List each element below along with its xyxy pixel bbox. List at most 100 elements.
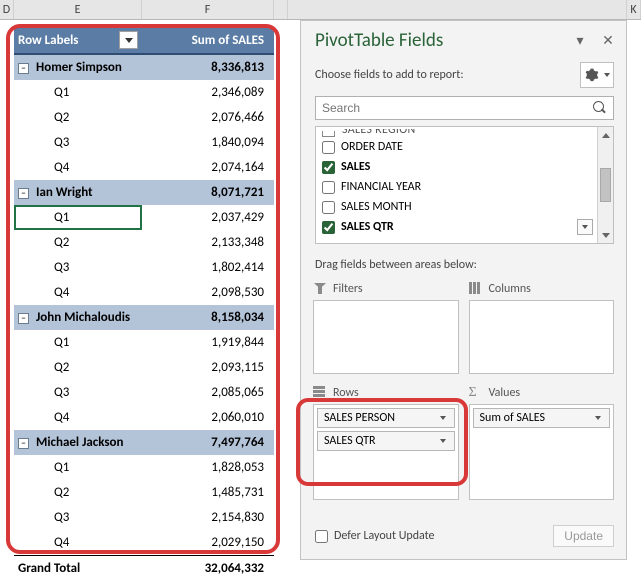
drag-instruction: Drag fields between areas below: xyxy=(301,244,626,278)
pill-dropdown-icon[interactable] xyxy=(436,434,450,448)
row-labels-header[interactable]: Row Labels xyxy=(14,28,142,54)
col-D[interactable]: D xyxy=(0,0,14,19)
field-item[interactable]: ORDER DATE xyxy=(316,137,597,157)
leaf-label[interactable]: Q3 xyxy=(14,505,142,530)
pill-label: Sum of SALES xyxy=(480,411,546,425)
leaf-label[interactable]: Q4 xyxy=(14,405,142,430)
group-total[interactable]: 7,497,764 xyxy=(142,430,274,455)
search-input[interactable] xyxy=(322,101,593,115)
field-item[interactable]: SALES MONTH xyxy=(316,197,597,217)
field-checkbox[interactable] xyxy=(322,181,335,194)
values-header[interactable]: Sum of SALES xyxy=(142,28,274,54)
leaf-value[interactable]: 1,840,094 xyxy=(142,130,274,155)
rows-area[interactable]: Rows SALES PERSONSALES QTR xyxy=(313,382,459,500)
leaf-label[interactable]: Q2 xyxy=(14,230,142,255)
panel-subtitle: Choose fields to add to report: xyxy=(315,68,464,82)
leaf-value[interactable]: 1,919,844 xyxy=(142,330,274,355)
collapse-icon[interactable]: − xyxy=(18,313,29,324)
collapse-icon[interactable]: − xyxy=(18,438,29,449)
field-item-partial: SALES REGION xyxy=(316,129,597,137)
grand-total-value[interactable]: 32,064,332 xyxy=(142,556,274,581)
field-list[interactable]: SALES REGION ORDER DATE SALES FINANCIAL YE… xyxy=(316,127,597,243)
area-pill[interactable]: SALES QTR xyxy=(317,431,455,451)
leaf-value[interactable]: 2,037,429 xyxy=(142,205,274,230)
field-checkbox[interactable] xyxy=(322,141,335,154)
group-row[interactable]: −Michael Jackson xyxy=(14,430,142,455)
leaf-value[interactable]: 2,093,115 xyxy=(142,355,274,380)
gear-icon xyxy=(585,68,599,82)
pill-dropdown-icon[interactable] xyxy=(591,411,605,425)
filters-area[interactable]: Filters xyxy=(313,278,459,374)
field-dropdown[interactable] xyxy=(577,219,593,235)
field-item[interactable]: SALES QTR xyxy=(316,217,597,237)
collapse-icon[interactable]: − xyxy=(18,63,29,74)
leaf-label[interactable]: Q1 xyxy=(14,455,142,480)
values-area[interactable]: ΣValues Sum of SALES xyxy=(469,382,615,500)
search-box[interactable] xyxy=(315,96,614,120)
pivottable-fields-panel: PivotTable Fields ▾ ✕ Choose fields to a… xyxy=(300,20,627,560)
defer-label[interactable]: Defer Layout Update xyxy=(334,529,435,543)
scroll-thumb[interactable] xyxy=(600,168,611,202)
leaf-label[interactable]: Q3 xyxy=(14,130,142,155)
leaf-value[interactable]: 2,098,530 xyxy=(142,280,274,305)
leaf-label[interactable]: Q1 xyxy=(14,205,142,230)
leaf-label[interactable]: Q1 xyxy=(14,330,142,355)
leaf-label[interactable]: Q2 xyxy=(14,480,142,505)
leaf-value[interactable]: 1,828,053 xyxy=(142,455,274,480)
leaf-label[interactable]: Q2 xyxy=(14,355,142,380)
field-list-scrollbar[interactable] xyxy=(597,127,613,243)
field-checkbox[interactable] xyxy=(322,161,335,174)
col-F[interactable]: F xyxy=(142,0,274,19)
leaf-value[interactable]: 2,154,830 xyxy=(142,505,274,530)
field-label[interactable]: ORDER DATE xyxy=(341,140,403,154)
row-labels-dropdown[interactable] xyxy=(119,31,138,49)
leaf-label[interactable]: Q4 xyxy=(14,155,142,180)
leaf-value[interactable]: 2,133,348 xyxy=(142,230,274,255)
group-row[interactable]: −John Michaloudis xyxy=(14,305,142,330)
leaf-label[interactable]: Q4 xyxy=(14,280,142,305)
grand-total-label[interactable]: Grand Total xyxy=(14,556,142,581)
update-button[interactable]: Update xyxy=(553,525,614,547)
group-total[interactable]: 8,071,721 xyxy=(142,180,274,205)
leaf-label[interactable]: Q3 xyxy=(14,255,142,280)
field-label[interactable]: SALES MONTH xyxy=(341,200,412,214)
defer-checkbox[interactable] xyxy=(315,530,328,543)
field-checkbox[interactable] xyxy=(322,201,335,214)
panel-dropdown-icon[interactable]: ▾ xyxy=(572,33,588,49)
field-item[interactable]: FINANCIAL YEAR xyxy=(316,177,597,197)
leaf-value[interactable]: 2,074,164 xyxy=(142,155,274,180)
group-total[interactable]: 8,158,034 xyxy=(142,305,274,330)
leaf-value[interactable]: 1,802,414 xyxy=(142,255,274,280)
pivot-table: Row Labels Sum of SALES −Homer Simpson8,… xyxy=(14,28,274,581)
field-checkbox[interactable] xyxy=(322,221,335,234)
leaf-label[interactable]: Q3 xyxy=(14,380,142,405)
group-row[interactable]: −Homer Simpson xyxy=(14,54,142,80)
leaf-label[interactable]: Q4 xyxy=(14,530,142,556)
leaf-value[interactable]: 1,485,731 xyxy=(142,480,274,505)
panel-close-icon[interactable]: ✕ xyxy=(600,33,616,49)
area-pill[interactable]: Sum of SALES xyxy=(473,408,611,428)
field-label[interactable]: FINANCIAL YEAR xyxy=(341,180,421,194)
group-total[interactable]: 8,336,813 xyxy=(142,54,274,80)
col-K[interactable]: K xyxy=(627,0,641,19)
leaf-value[interactable]: 2,085,065 xyxy=(142,380,274,405)
leaf-label[interactable]: Q2 xyxy=(14,105,142,130)
scroll-down-icon[interactable] xyxy=(598,227,613,243)
field-label[interactable]: SALES xyxy=(341,160,370,174)
gear-button[interactable] xyxy=(580,62,614,88)
group-row[interactable]: −Ian Wright xyxy=(14,180,142,205)
columns-area[interactable]: Columns xyxy=(469,278,615,374)
leaf-value[interactable]: 2,346,089 xyxy=(142,80,274,105)
leaf-value[interactable]: 2,076,466 xyxy=(142,105,274,130)
area-pill[interactable]: SALES PERSON xyxy=(317,408,455,428)
leaf-value[interactable]: 2,060,010 xyxy=(142,405,274,430)
field-item[interactable]: SALES xyxy=(316,157,597,177)
field-label[interactable]: SALES QTR xyxy=(341,220,394,234)
col-E[interactable]: E xyxy=(14,0,142,19)
scroll-up-icon[interactable] xyxy=(598,127,613,143)
leaf-label[interactable]: Q1 xyxy=(14,80,142,105)
collapse-icon[interactable]: − xyxy=(18,188,29,199)
rows-icon xyxy=(313,386,327,400)
leaf-value[interactable]: 2,029,150 xyxy=(142,530,274,556)
pill-dropdown-icon[interactable] xyxy=(436,411,450,425)
